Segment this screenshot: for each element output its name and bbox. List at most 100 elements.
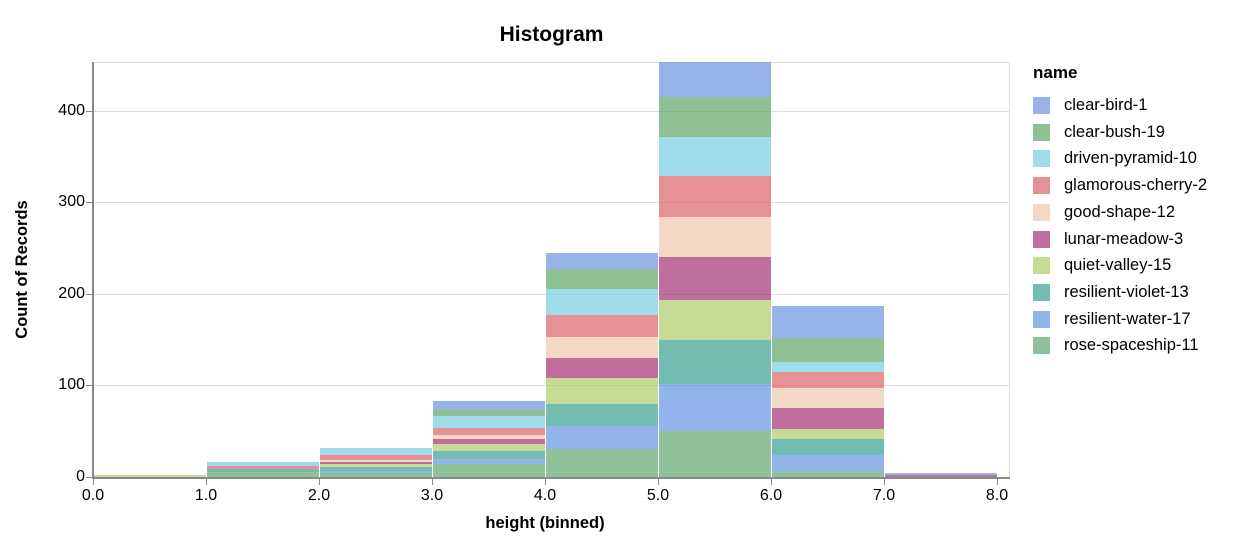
x-tickmark — [884, 479, 885, 485]
x-tickmark — [997, 479, 998, 485]
bar-segment-clear-bird-1 — [658, 62, 771, 97]
legend-label: quiet-valley-15 — [1064, 256, 1172, 275]
bar-segment-resilient-water-17 — [771, 455, 884, 471]
x-tickmark — [658, 479, 659, 485]
x-axis-line — [92, 477, 1010, 479]
bar-segment-rose-spaceship-11 — [658, 431, 771, 477]
bar-segment-glamorous-cherry-2 — [432, 427, 545, 435]
bar-segment-lunar-meadow-3 — [545, 357, 658, 379]
x-axis-title: height (binned) — [485, 514, 605, 532]
bar-segment-clear-bird-1 — [545, 252, 658, 270]
bar-segment-good-shape-12 — [658, 216, 771, 258]
bar-segment-driven-pyramid-10 — [432, 415, 545, 428]
y-gridline — [93, 202, 1010, 204]
bar-segment-quiet-valley-15 — [432, 444, 545, 452]
legend-label: clear-bush-19 — [1064, 122, 1165, 141]
legend-swatch-rose-spaceship-11 — [1033, 337, 1050, 355]
bar-segment-glamorous-cherry-2 — [658, 175, 771, 217]
y-gridline — [93, 110, 1010, 112]
bar-segment-resilient-water-17 — [658, 384, 771, 432]
x-tick-label: 5.0 — [646, 487, 670, 504]
x-tickmark — [319, 479, 320, 485]
legend-swatch-resilient-water-17 — [1033, 310, 1050, 328]
bar-segment-clear-bush-19 — [771, 337, 884, 363]
bar-segment-rose-spaceship-11 — [432, 464, 545, 477]
y-tick-label: 0 — [76, 468, 85, 485]
y-tick-label: 200 — [58, 284, 85, 302]
bar-segment-driven-pyramid-10 — [658, 137, 771, 176]
bar-segment-clear-bush-19 — [658, 96, 771, 138]
bar-segment-glamorous-cherry-2 — [545, 314, 658, 337]
bar-segment-resilient-violet-13 — [545, 403, 658, 426]
legend-label: clear-bird-1 — [1064, 96, 1148, 114]
bar-segment-resilient-violet-13 — [319, 466, 432, 471]
bar-segment-lunar-meadow-3 — [884, 475, 997, 477]
legend-title: name — [1033, 63, 1078, 82]
bar-segment-good-shape-12 — [771, 388, 884, 409]
bar-segment-driven-pyramid-10 — [206, 462, 319, 466]
bar-segment-driven-pyramid-10 — [771, 362, 884, 372]
x-tick-label: 2.0 — [307, 487, 331, 504]
bar-segment-resilient-violet-13 — [771, 438, 884, 455]
legend-label: rose-spaceship-11 — [1064, 336, 1199, 355]
x-tick-label: 4.0 — [533, 487, 557, 504]
bar-segment-resilient-violet-13 — [206, 468, 319, 473]
legend-swatch-driven-pyramid-10 — [1033, 150, 1050, 168]
y-tickmark — [86, 293, 93, 295]
legend-swatch-clear-bird-1 — [1033, 97, 1050, 114]
x-tickmark — [432, 479, 433, 485]
x-tick-label: 7.0 — [872, 487, 896, 504]
x-tick-label: 6.0 — [759, 487, 783, 504]
bar-segment-good-shape-12 — [545, 336, 658, 358]
legend-label: driven-pyramid-10 — [1064, 149, 1197, 168]
bar-segment-rose-spaceship-11 — [771, 470, 884, 477]
legend-swatch-resilient-violet-13 — [1033, 283, 1050, 301]
legend-swatch-clear-bush-19 — [1033, 123, 1050, 141]
bar-segment-rose-spaceship-11 — [545, 448, 658, 477]
x-tickmark — [545, 479, 546, 485]
legend-label: resilient-violet-13 — [1064, 282, 1189, 301]
bar-segment-quiet-valley-15 — [771, 429, 884, 439]
bar-segment-driven-pyramid-10 — [319, 447, 432, 455]
legend-swatch-glamorous-cherry-2 — [1033, 177, 1050, 195]
bar-segment-glamorous-cherry-2 — [206, 466, 319, 469]
legend-label: lunar-meadow-3 — [1064, 229, 1184, 248]
legend-label: glamorous-cherry-2 — [1064, 176, 1208, 195]
bar-segment-good-shape-12 — [319, 459, 432, 463]
bar-segment-good-shape-12 — [432, 434, 545, 439]
bar-segment-quiet-valley-15 — [319, 464, 432, 467]
bar-segment-resilient-violet-13 — [432, 451, 545, 459]
y-tickmark — [86, 110, 93, 112]
bar-segment-lunar-meadow-3 — [432, 438, 545, 444]
legend-label: resilient-water-17 — [1064, 309, 1191, 328]
bar-segment-glamorous-cherry-2 — [319, 455, 432, 460]
x-tickmark — [206, 479, 207, 485]
bar-segment-clear-bird-1 — [771, 305, 884, 338]
y-tickmark — [86, 385, 93, 387]
legend-swatch-lunar-meadow-3 — [1033, 230, 1050, 248]
x-tick-label: 0.0 — [81, 487, 105, 504]
bar-segment-clear-bird-1 — [432, 400, 545, 411]
bar-segment-lunar-meadow-3 — [771, 408, 884, 430]
bar-segment-rose-spaceship-11 — [206, 472, 319, 477]
bar-segment-rose-spaceship-11 — [319, 473, 432, 477]
bar-segment-glamorous-cherry-2 — [771, 371, 884, 389]
legend-label: good-shape-12 — [1064, 202, 1176, 221]
bar-segment-lunar-meadow-3 — [658, 257, 771, 301]
bar-segment-clear-bird-1 — [884, 473, 997, 476]
y-tickmark — [86, 477, 93, 478]
bar-segment-resilient-water-17 — [319, 470, 432, 474]
bar-segment-quiet-valley-15 — [658, 300, 771, 340]
x-tick-label: 8.0 — [985, 487, 1009, 504]
y-axis-line — [92, 62, 94, 479]
legend-swatch-good-shape-12 — [1033, 203, 1050, 221]
bar-segment-lunar-meadow-3 — [319, 462, 432, 465]
bar-segment-resilient-water-17 — [545, 425, 658, 449]
y-tick-label: 100 — [58, 376, 85, 394]
y-tickmark — [86, 202, 93, 204]
bar-segment-driven-pyramid-10 — [545, 289, 658, 315]
bar-segment-quiet-valley-15 — [93, 475, 206, 477]
